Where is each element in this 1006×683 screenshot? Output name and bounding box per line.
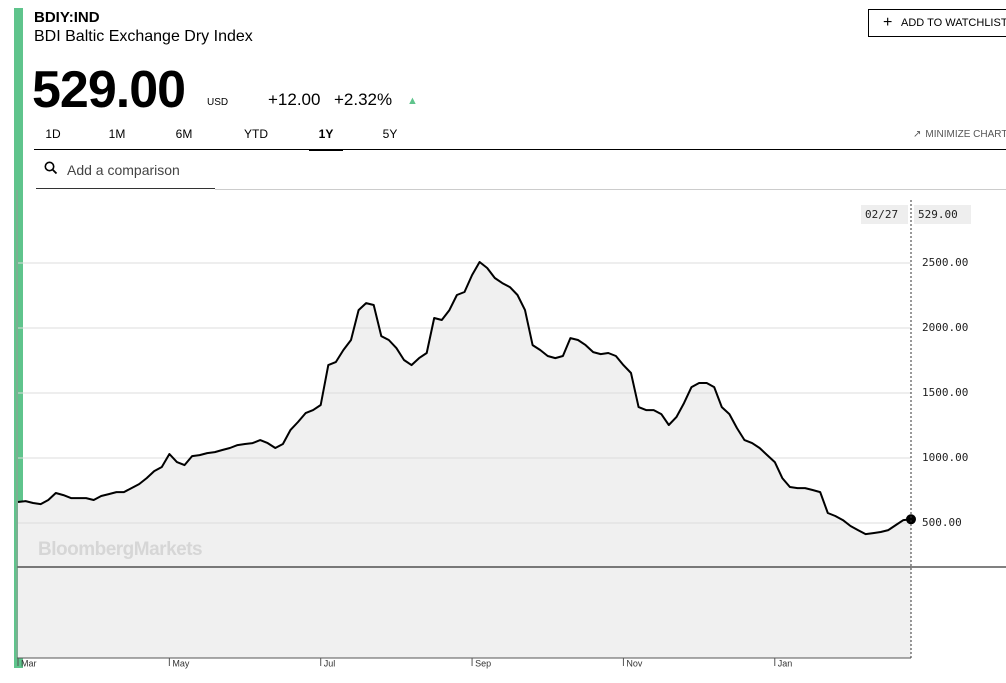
y-tick-label: 2500.00: [922, 256, 968, 269]
last-point: [906, 514, 916, 525]
x-tick-label: May: [172, 658, 190, 668]
price: 529.00: [32, 61, 186, 119]
accent-bar: [14, 8, 23, 668]
tab[interactable]: 6M: [175, 127, 193, 141]
y-tick-label: 1000.00: [922, 451, 968, 464]
x-tick-label: Jan: [778, 658, 793, 668]
tab[interactable]: 1M: [108, 127, 126, 141]
watchlist-label[interactable]: ADD TO WATCHLIST: [901, 17, 1006, 29]
cursor-value: 529.00: [918, 208, 958, 221]
divider: [215, 189, 1006, 190]
x-tick-label: Nov: [626, 658, 643, 668]
cursor-value-box: [914, 205, 971, 224]
input-underline: [36, 188, 215, 189]
x-tick-label: Sep: [475, 658, 491, 668]
search-icon: [44, 161, 58, 175]
currency: USD: [207, 97, 229, 108]
up-arrow: ▲: [407, 95, 418, 107]
watchlist-button[interactable]: + ADD TO WATCHLIST: [868, 9, 1006, 37]
cursor-date-box: [861, 205, 908, 224]
x-tick-label: Jul: [324, 658, 336, 668]
watermark: BloombergMarkets: [38, 539, 202, 560]
tab[interactable]: 5Y: [382, 127, 398, 141]
change-percent: +2.32%: [334, 90, 393, 109]
minimize-chart[interactable]: ↗ MINIMIZE CHART: [913, 129, 1006, 140]
security-name: BDI Baltic Exchange Dry Index: [34, 28, 253, 45]
cursor-date: 02/27: [865, 208, 898, 221]
comparison-input[interactable]: Add a comparison: [67, 162, 180, 178]
change: +12.00: [268, 90, 321, 109]
ticker: BDIY:IND: [34, 9, 100, 26]
y-tick-label: 500.00: [922, 516, 962, 529]
minimize-label[interactable]: MINIMIZE CHART: [925, 129, 1006, 140]
area: [18, 262, 911, 658]
tab[interactable]: 1D: [45, 127, 61, 141]
y-tick-label: 2000.00: [922, 321, 968, 334]
divider: [34, 149, 1006, 150]
x-tick-label: Mar: [21, 658, 37, 668]
y-tick-label: 1500.00: [922, 386, 968, 399]
tab[interactable]: 1Y: [309, 127, 343, 151]
line: [17, 261, 912, 536]
tab[interactable]: YTD: [244, 127, 268, 141]
